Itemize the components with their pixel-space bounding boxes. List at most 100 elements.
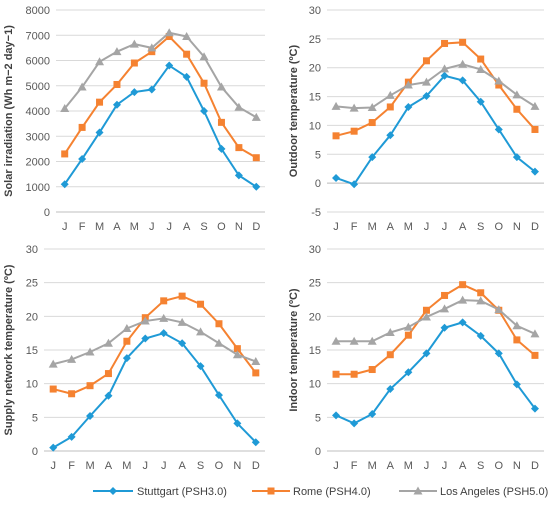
data-point xyxy=(403,322,413,331)
data-point xyxy=(141,334,150,343)
series-line xyxy=(52,332,257,449)
legend-marker xyxy=(109,487,117,495)
data-point xyxy=(367,336,377,345)
y-tick-label: 0 xyxy=(44,207,50,219)
x-tick-label: N xyxy=(513,460,521,472)
data-point xyxy=(164,28,174,37)
x-tick-label: J xyxy=(442,221,448,233)
data-point xyxy=(440,323,449,332)
x-tick-label: F xyxy=(351,221,358,233)
x-tick-label: D xyxy=(531,460,539,472)
data-point xyxy=(68,390,76,398)
data-point xyxy=(182,32,192,41)
legend: Stuttgart (PSH3.0) Rome (PSH4.0) Los Angel… xyxy=(93,486,548,498)
data-point xyxy=(476,97,485,106)
data-point xyxy=(404,368,413,377)
data-point xyxy=(233,345,241,353)
data-point xyxy=(385,90,395,99)
data-point xyxy=(112,100,121,109)
y-tick-label: 2000 xyxy=(26,157,50,169)
data-point xyxy=(48,359,58,368)
data-point xyxy=(477,55,485,63)
data-point xyxy=(113,80,121,88)
data-point xyxy=(49,385,57,393)
x-tick-label: J xyxy=(62,221,68,233)
data-point xyxy=(459,281,467,289)
data-point xyxy=(49,443,58,452)
y-tick-label: 4000 xyxy=(26,106,50,118)
data-point xyxy=(61,150,69,158)
x-tick-label: N xyxy=(513,221,521,233)
data-point xyxy=(368,409,377,418)
x-tick-label: O xyxy=(215,460,224,472)
y-tick-label: 10 xyxy=(309,120,321,132)
series-line xyxy=(52,317,257,366)
data-point xyxy=(530,404,539,413)
y-tick-label: 6000 xyxy=(26,56,50,68)
data-point xyxy=(386,103,394,111)
data-point xyxy=(494,305,504,314)
data-point xyxy=(232,350,242,359)
x-tick-label: J xyxy=(50,460,56,472)
data-point xyxy=(421,77,431,86)
data-point xyxy=(86,382,94,390)
data-point xyxy=(350,370,358,378)
data-point xyxy=(234,171,243,180)
x-tick-label: J xyxy=(149,221,155,233)
data-point xyxy=(177,317,187,326)
data-point xyxy=(78,123,86,131)
data-point xyxy=(368,119,376,127)
y-tick-label: 30 xyxy=(26,244,38,256)
data-point xyxy=(386,351,394,359)
data-point xyxy=(178,339,187,348)
data-point xyxy=(476,296,486,305)
data-point xyxy=(217,118,225,126)
y-tick-label: 10 xyxy=(309,379,321,391)
data-point xyxy=(494,76,504,85)
legend-marker xyxy=(267,487,275,495)
legend-label: Los Angeles (PSH5.0) xyxy=(440,486,548,498)
series-line xyxy=(335,41,536,137)
data-point xyxy=(197,300,205,308)
x-tick-label: J xyxy=(333,460,339,472)
data-point xyxy=(495,81,503,89)
data-point xyxy=(165,61,174,70)
data-point xyxy=(122,323,132,332)
data-point xyxy=(530,101,540,110)
data-point xyxy=(60,180,69,189)
data-point xyxy=(235,144,243,152)
data-point xyxy=(458,76,467,85)
data-point xyxy=(332,132,340,140)
data-point xyxy=(404,331,412,339)
y-tick-label: 15 xyxy=(26,345,38,357)
y-tick-label: 20 xyxy=(309,311,321,323)
y-tick-label: 5 xyxy=(315,149,321,161)
data-point xyxy=(78,154,87,163)
data-point xyxy=(165,33,173,41)
y-tick-label: 30 xyxy=(309,244,321,256)
data-point xyxy=(332,411,341,420)
data-point xyxy=(196,327,206,336)
data-point xyxy=(459,38,467,46)
data-point xyxy=(147,85,156,94)
y-axis-title: Indoor temperature (ºC) xyxy=(288,288,300,412)
data-point xyxy=(422,306,430,314)
data-point xyxy=(386,385,395,394)
data-point xyxy=(349,336,359,345)
legend-item: Rome (PSH4.0) xyxy=(252,486,371,498)
data-point xyxy=(200,79,208,87)
data-point xyxy=(182,72,191,81)
data-point xyxy=(350,419,359,428)
x-tick-label: A xyxy=(105,460,113,472)
series-line xyxy=(52,295,257,395)
y-tick-label: 3000 xyxy=(26,131,50,143)
x-tick-label: M xyxy=(85,460,94,472)
x-tick-label: A xyxy=(183,221,191,233)
data-point xyxy=(530,329,540,338)
data-point xyxy=(530,167,539,176)
x-tick-label: M xyxy=(130,221,139,233)
y-tick-label: 15 xyxy=(309,345,321,357)
